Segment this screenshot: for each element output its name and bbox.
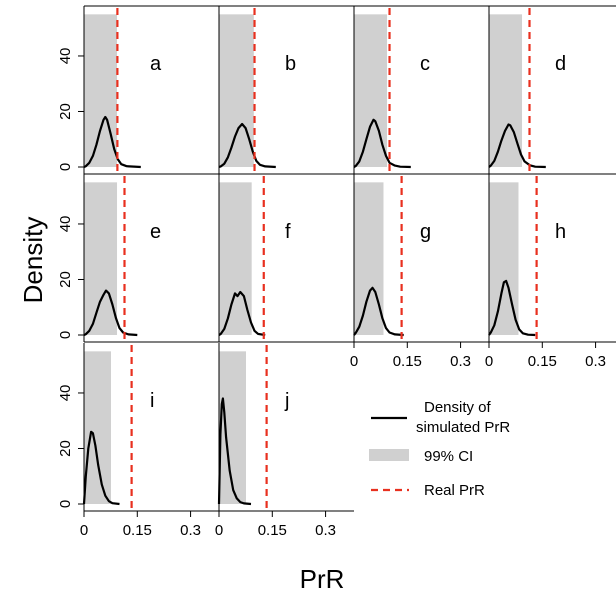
density-curve — [218, 122, 276, 169]
y-tick-label: 20 — [57, 440, 74, 457]
x-tick-label: 0.3 — [315, 522, 336, 539]
x-tick-label: 0 — [80, 522, 88, 539]
density-curve — [488, 279, 536, 337]
y-tick-label: 20 — [57, 271, 74, 288]
density-curve — [82, 430, 120, 506]
x-tick-label: 0.3 — [585, 353, 606, 370]
panel-d: d — [488, 6, 616, 175]
density-curve — [83, 289, 138, 337]
x-tick-label: 0.15 — [393, 353, 422, 370]
panel-label: h — [555, 221, 566, 243]
x-axis-label: PrR — [300, 564, 345, 594]
y-tick-label: 20 — [57, 103, 74, 120]
legend-label-ci: 99% CI — [424, 448, 473, 465]
legend-label-density-line2: simulated PrR — [416, 419, 510, 436]
legend-label-real: Real PrR — [424, 482, 485, 499]
density-curve — [353, 286, 404, 337]
panel-g: g 0 0.15 0.3 — [350, 174, 489, 370]
panel-e: e 0 20 40 — [57, 174, 219, 343]
y-tick-label: 0 — [57, 163, 74, 171]
panel-c: c — [353, 6, 489, 175]
legend-swatch-ci — [369, 449, 409, 461]
panel-label: i — [150, 390, 154, 412]
density-curve — [218, 290, 266, 337]
x-tick-label: 0.3 — [450, 353, 471, 370]
panel-label: c — [420, 53, 430, 75]
panel-label: a — [150, 53, 162, 75]
ci-band — [84, 351, 111, 504]
x-tick-label: 0.15 — [528, 353, 557, 370]
panel-i: i 0 20 40 0 0.15 0.3 — [57, 343, 219, 539]
y-tick-label: 40 — [57, 48, 74, 65]
panel-h: h 0 0.15 0.3 — [485, 174, 616, 370]
y-axis-label: Density — [18, 217, 48, 304]
ci-band — [354, 182, 384, 335]
x-tick-label: 0.3 — [180, 522, 201, 539]
ci-band — [219, 14, 254, 167]
panel-label: e — [150, 221, 161, 243]
panel-j: j 0 0.15 0.3 — [215, 343, 354, 539]
ci-band — [84, 182, 118, 335]
panel-label: j — [284, 390, 289, 412]
y-tick-label: 0 — [57, 500, 74, 508]
y-tick-label: 0 — [57, 331, 74, 339]
density-curve — [488, 123, 546, 169]
panel-label: g — [420, 221, 431, 243]
y-tick-label: 40 — [57, 216, 74, 233]
legend-label-density-line1: Density of — [424, 399, 492, 416]
density-curve — [83, 115, 141, 169]
x-tick-label: 0.15 — [258, 522, 287, 539]
ci-band — [219, 351, 246, 504]
panel-b: b — [218, 6, 354, 175]
panel-f: f — [218, 174, 354, 343]
y-tick-label: 40 — [57, 385, 74, 402]
panel-label: d — [555, 53, 566, 75]
ci-band — [219, 182, 252, 335]
panel-label: b — [285, 53, 296, 75]
legend: Density of simulated PrR 99% CI Real PrR — [369, 399, 510, 499]
x-tick-label: 0 — [350, 353, 358, 370]
panel-a: a 0 20 40 — [57, 6, 219, 175]
panels-layer: a 0 20 40 b c d e 0 20 40 f g 0 0.15 0.3 h 0 0.15 0.3 i 0 20 40… — [57, 5, 616, 539]
panel-label: f — [285, 221, 291, 243]
x-tick-label: 0 — [485, 353, 493, 370]
x-tick-label: 0 — [215, 522, 223, 539]
x-tick-label: 0.15 — [123, 522, 152, 539]
density-curve — [353, 118, 411, 169]
density-curve — [217, 397, 252, 506]
